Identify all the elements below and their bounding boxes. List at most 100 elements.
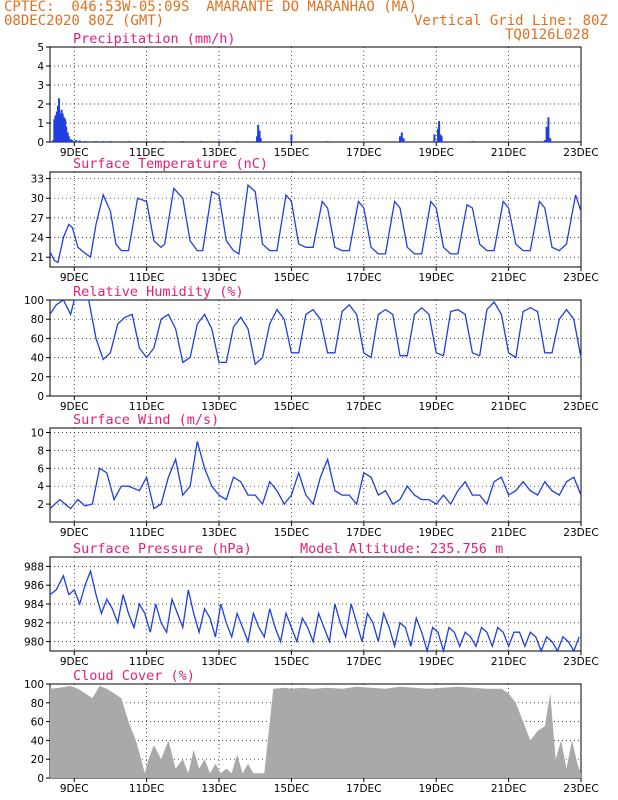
precip-bar: [256, 136, 259, 142]
x-tick-label: 15DEC: [274, 656, 309, 668]
precip-bar: [258, 130, 261, 142]
y-tick-label: 0: [37, 391, 44, 403]
y-tick-label: 1: [37, 118, 44, 130]
precip-bar: [402, 138, 405, 142]
x-tick-label: 11DEC: [129, 656, 164, 668]
panel-title: Cloud Cover (%): [73, 668, 195, 684]
x-tick-label: 19DEC: [419, 527, 454, 539]
precip-bar: [440, 136, 443, 142]
x-tick-label: 23DEC: [563, 527, 598, 539]
series-line: [49, 441, 582, 510]
precip-bar: [549, 138, 552, 142]
precip-bar: [67, 136, 70, 142]
y-tick-label: 20: [31, 754, 44, 766]
y-tick-label: 2: [37, 99, 44, 111]
x-tick-label: 15DEC: [274, 401, 309, 413]
header-station: CPTEC: 046:53W-05:09S AMARANTE DO MARANH…: [4, 0, 418, 15]
y-tick-label: 988: [24, 561, 44, 573]
header-grid-line: Vertical Grid Line: 80Z: [414, 13, 608, 29]
x-tick-label: 21DEC: [491, 656, 526, 668]
plot-frame: [49, 556, 582, 652]
precip-bar: [218, 141, 221, 142]
precip-bar: [84, 141, 87, 142]
x-tick-label: 13DEC: [201, 272, 236, 284]
x-tick-label: 11DEC: [129, 147, 164, 159]
y-tick-label: 6: [37, 463, 44, 475]
y-tick-label: 40: [31, 735, 44, 747]
y-tick-label: 4: [37, 481, 44, 493]
y-tick-label: 21: [31, 252, 44, 264]
x-tick-label: 11DEC: [129, 401, 164, 413]
precip-bar: [127, 141, 130, 142]
x-tick-label: 23DEC: [563, 147, 598, 159]
precip-bar: [52, 140, 55, 142]
precip-bar: [71, 140, 74, 142]
x-tick-label: 19DEC: [419, 147, 454, 159]
cloud-cover-area: [50, 685, 581, 778]
series-line: [49, 183, 582, 264]
x-tick-label: 13DEC: [201, 527, 236, 539]
precip-bar: [58, 98, 61, 142]
y-tick-label: 27: [31, 213, 44, 225]
precip-bar: [145, 141, 148, 142]
precip-bar: [54, 115, 57, 142]
x-tick-label: 21DEC: [491, 272, 526, 284]
x-tick-label: 17DEC: [346, 527, 381, 539]
y-tick-label: 980: [24, 637, 44, 649]
y-tick-label: 2: [37, 499, 44, 511]
x-tick-label: 11DEC: [129, 527, 164, 539]
precip-bar: [199, 141, 202, 142]
precip-bar: [326, 141, 329, 142]
plot-frame: [49, 427, 582, 523]
precip-bar: [257, 124, 260, 142]
x-tick-label: 23DEC: [563, 656, 598, 668]
x-tick-label: 9DEC: [60, 527, 89, 539]
y-tick-label: 8: [37, 445, 44, 457]
precip-bar: [61, 113, 64, 142]
y-tick-label: 60: [31, 717, 44, 729]
panel-title: Surface Pressure (hPa): [73, 541, 252, 557]
x-tick-label: 19DEC: [419, 656, 454, 668]
y-tick-label: 33: [31, 174, 44, 186]
y-tick-label: 40: [31, 353, 44, 365]
y-tick-label: 0: [37, 773, 44, 785]
precip-bar: [69, 139, 72, 142]
y-tick-label: 20: [31, 372, 44, 384]
y-tick-label: 100: [24, 295, 44, 307]
precip-bar: [109, 141, 112, 142]
panel-title: Surface Wind (m/s): [73, 412, 219, 428]
x-tick-label: 17DEC: [346, 272, 381, 284]
y-tick-label: 5: [37, 42, 44, 54]
precip-bar: [102, 141, 105, 142]
y-tick-label: 984: [24, 599, 44, 611]
plot-frame: [49, 171, 582, 268]
precip-bar: [399, 136, 402, 142]
x-tick-label: 15DEC: [274, 783, 309, 795]
y-tick-label: 30: [31, 193, 44, 205]
x-tick-label: 9DEC: [60, 147, 89, 159]
precip-bar: [163, 141, 166, 142]
y-tick-label: 3: [37, 80, 44, 92]
x-tick-label: 17DEC: [346, 656, 381, 668]
precip-bar: [290, 134, 293, 142]
precip-bar: [78, 140, 81, 142]
precip-bar: [547, 117, 550, 142]
y-tick-label: 60: [31, 333, 44, 345]
x-tick-label: 11DEC: [129, 783, 164, 795]
x-tick-label: 21DEC: [491, 147, 526, 159]
x-tick-label: 19DEC: [419, 783, 454, 795]
x-tick-label: 13DEC: [201, 783, 236, 795]
x-tick-label: 9DEC: [60, 272, 89, 284]
x-tick-label: 9DEC: [60, 783, 89, 795]
y-tick-label: 24: [31, 233, 45, 245]
precip-bar: [543, 140, 546, 142]
header-model-id: TQ0126L028: [505, 27, 590, 43]
y-tick-label: 100: [24, 679, 44, 691]
panel-title: Precipitation (mm/h): [73, 31, 236, 47]
precip-bar: [439, 134, 442, 142]
x-tick-label: 13DEC: [201, 656, 236, 668]
panel-annotation: Model Altitude: 235.756 m: [300, 541, 503, 557]
y-tick-label: 10: [31, 427, 44, 439]
y-tick-label: 982: [24, 618, 44, 630]
